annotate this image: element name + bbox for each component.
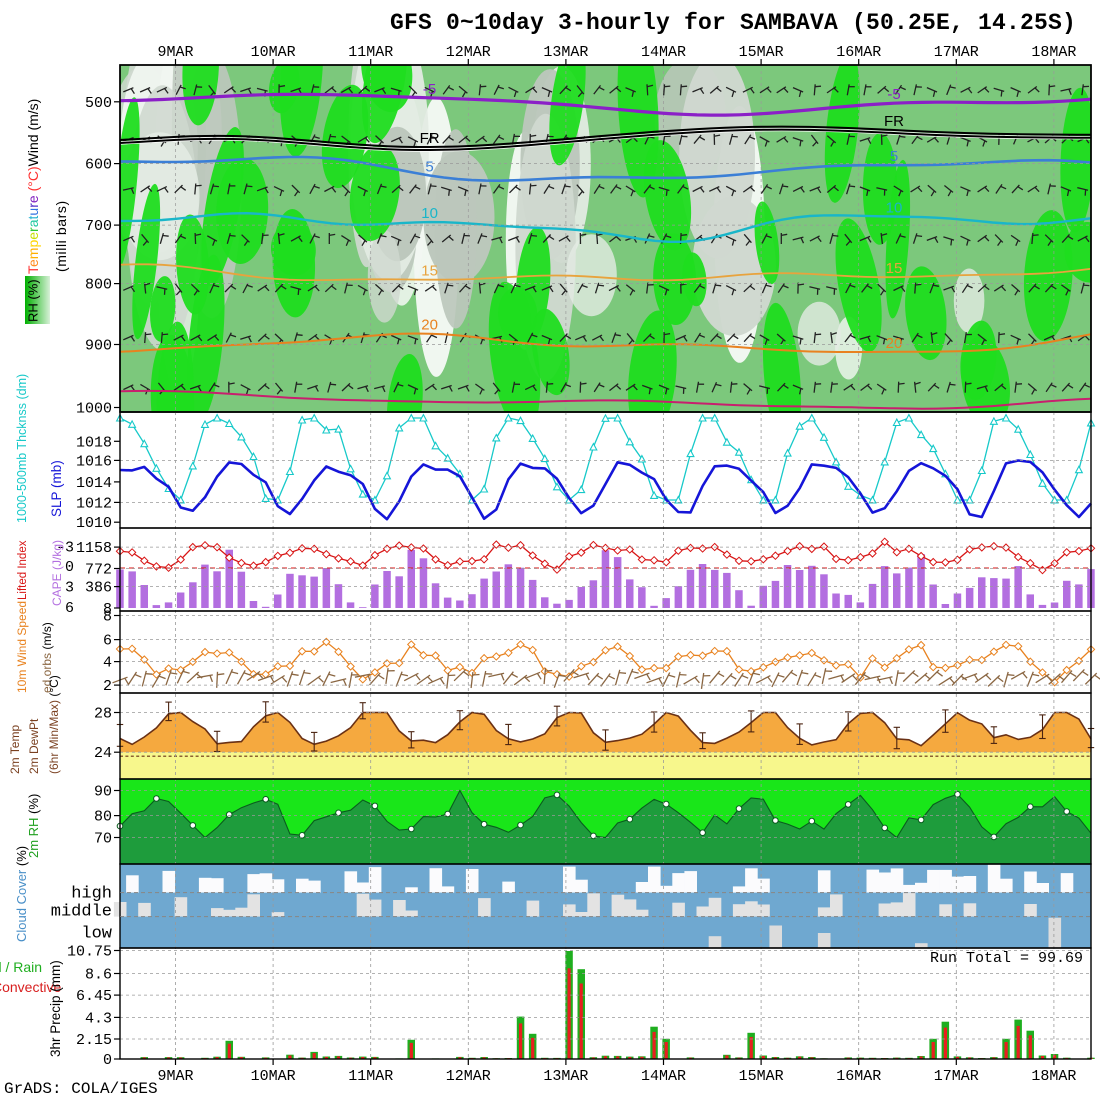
- svg-text:1000: 1000: [76, 401, 112, 418]
- svg-text:0: 0: [103, 1052, 112, 1069]
- svg-text:28: 28: [94, 706, 112, 723]
- svg-text:20: 20: [421, 317, 438, 334]
- svg-text:10MAR: 10MAR: [251, 1068, 296, 1085]
- svg-text:80: 80: [94, 809, 112, 826]
- svg-text:900: 900: [85, 338, 112, 355]
- svg-text:70: 70: [94, 831, 112, 848]
- svg-text:Lifted Index: Lifted Index: [17, 540, 29, 600]
- svg-text:11MAR: 11MAR: [348, 1068, 393, 1085]
- svg-text:14MAR: 14MAR: [641, 1068, 686, 1085]
- svg-text:10m Wind Speed: 10m Wind Speed: [15, 601, 29, 693]
- svg-text:3hr Precip (mm): 3hr Precip (mm): [48, 960, 63, 1057]
- svg-text:2: 2: [103, 678, 112, 695]
- svg-text:Temperature (°C)Wind (m/s): Temperature (°C)Wind (m/s): [25, 99, 41, 274]
- svg-text:RH (%): RH (%): [26, 279, 41, 322]
- svg-text:600: 600: [85, 157, 112, 174]
- svg-text:20: 20: [886, 335, 903, 352]
- svg-text:1018: 1018: [76, 434, 112, 451]
- svg-text:4.3: 4.3: [85, 1010, 112, 1027]
- svg-text:1016: 1016: [76, 453, 112, 470]
- svg-text:1158: 1158: [76, 540, 112, 557]
- svg-text:(milli bars): (milli bars): [53, 200, 69, 272]
- svg-text:10: 10: [421, 205, 438, 222]
- svg-text:17MAR: 17MAR: [934, 1068, 979, 1085]
- svg-text:18MAR: 18MAR: [1031, 1068, 1076, 1085]
- svg-text:8: 8: [103, 609, 112, 626]
- svg-text:SLP (mb): SLP (mb): [49, 460, 64, 517]
- svg-text:10MAR: 10MAR: [251, 44, 296, 61]
- svg-text:16MAR: 16MAR: [836, 44, 881, 61]
- svg-text:FR: FR: [420, 130, 440, 147]
- svg-text:6.45: 6.45: [76, 988, 112, 1005]
- svg-text:18MAR: 18MAR: [1031, 44, 1076, 61]
- svg-text:1000-500mb Thcknss (dm): 1000-500mb Thcknss (dm): [15, 374, 29, 523]
- svg-text:middle: middle: [51, 903, 112, 922]
- svg-text:24: 24: [94, 745, 112, 762]
- svg-text:12MAR: 12MAR: [446, 1068, 491, 1085]
- svg-text:13MAR: 13MAR: [543, 44, 588, 61]
- svg-text:Total / Rain: Total / Rain: [0, 959, 42, 975]
- svg-text:11MAR: 11MAR: [348, 44, 393, 61]
- svg-text:10: 10: [886, 200, 903, 217]
- svg-text:386: 386: [85, 580, 112, 597]
- svg-text:6: 6: [103, 633, 112, 650]
- svg-text:15: 15: [421, 263, 438, 280]
- svg-text:Cloud Cover (%): Cloud Cover (%): [14, 846, 29, 942]
- svg-text:3: 3: [65, 579, 74, 596]
- svg-text:16MAR: 16MAR: [836, 1068, 881, 1085]
- svg-text:500: 500: [85, 95, 112, 112]
- svg-text:-5: -5: [423, 81, 436, 98]
- svg-text:CAPE (J/kg): CAPE (J/kg): [50, 540, 64, 606]
- svg-text:2.15: 2.15: [76, 1032, 112, 1049]
- svg-text:6: 6: [65, 600, 74, 617]
- svg-text:1012: 1012: [76, 495, 112, 512]
- svg-text:low: low: [81, 924, 112, 943]
- svg-text:13MAR: 13MAR: [543, 1068, 588, 1085]
- svg-text:800: 800: [85, 277, 112, 294]
- svg-text:90: 90: [94, 784, 112, 801]
- svg-text:Run Total = 99.69: Run Total = 99.69: [930, 950, 1083, 967]
- svg-text:8.6: 8.6: [85, 967, 112, 984]
- svg-text:4: 4: [103, 655, 112, 672]
- svg-text:-5: -5: [887, 86, 900, 103]
- svg-text:700: 700: [85, 218, 112, 235]
- svg-text:15MAR: 15MAR: [739, 1068, 784, 1085]
- svg-text:15: 15: [886, 260, 903, 277]
- svg-text:14MAR: 14MAR: [641, 44, 686, 61]
- svg-text:2m Temp: 2m Temp: [8, 725, 22, 774]
- svg-text:(6hr Min/Max) (°C): (6hr Min/Max) (°C): [47, 675, 61, 774]
- svg-text:17MAR: 17MAR: [934, 44, 979, 61]
- svg-text:1014: 1014: [76, 475, 112, 492]
- svg-text:high: high: [71, 884, 112, 903]
- svg-text:2m DewPt: 2m DewPt: [27, 718, 41, 774]
- svg-text:1010: 1010: [76, 515, 112, 532]
- svg-text:772: 772: [85, 562, 112, 579]
- svg-text:5: 5: [890, 148, 898, 165]
- svg-text:10.75: 10.75: [67, 944, 112, 961]
- svg-text:5: 5: [425, 159, 433, 176]
- svg-text:0: 0: [65, 559, 74, 576]
- svg-text:15MAR: 15MAR: [739, 44, 784, 61]
- svg-text:FR: FR: [884, 113, 904, 130]
- svg-text:9MAR: 9MAR: [157, 44, 193, 61]
- svg-text:GrADS: COLA/IGES: GrADS: COLA/IGES: [4, 1080, 158, 1098]
- svg-text:12MAR: 12MAR: [446, 44, 491, 61]
- svg-text:9MAR: 9MAR: [157, 1068, 193, 1085]
